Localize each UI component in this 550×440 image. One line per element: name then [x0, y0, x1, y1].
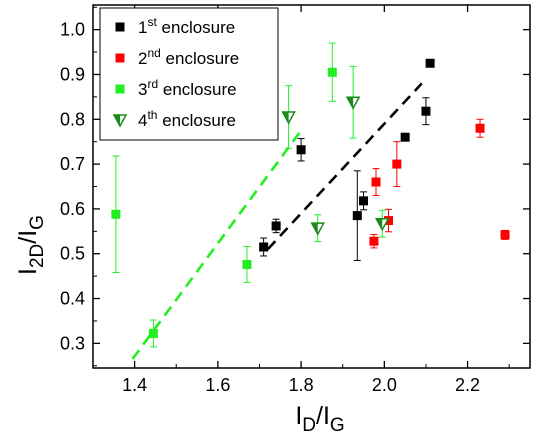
data-point-series-3 — [327, 67, 337, 77]
data-point-series-3 — [111, 209, 121, 219]
data-point-series-1 — [271, 221, 281, 231]
y-tick-label: 1.0 — [60, 20, 85, 40]
data-point-series-1 — [259, 242, 269, 252]
fit-line — [131, 129, 303, 360]
x-tick-label: 1.8 — [289, 375, 314, 395]
data-point-series-2 — [383, 216, 393, 226]
y-tick-label: 0.4 — [60, 289, 85, 309]
legend-marker-2 — [115, 53, 125, 63]
data-point-series-1 — [425, 58, 435, 68]
legend-label-1: 1st enclosure — [138, 15, 235, 37]
y-tick-label: 0.8 — [60, 109, 85, 129]
data-point-series-3 — [148, 328, 158, 338]
data-point-series-2 — [475, 123, 485, 133]
legend-label-4: 4th enclosure — [138, 108, 236, 130]
x-axis-label: ID/IG — [295, 402, 344, 436]
plot-area — [92, 4, 531, 369]
data-point-series-2 — [392, 159, 402, 169]
legend-marker-1 — [115, 22, 125, 32]
y-tick-label: 0.3 — [60, 333, 85, 353]
y-axis-label: I2D/IG — [14, 215, 48, 275]
legend: 1st enclosure 2nd enclosure 3rd enclosure 4… — [99, 7, 279, 141]
legend-marker-3 — [115, 84, 125, 94]
data-point-series-1 — [421, 106, 431, 116]
data-point-series-4-fill — [282, 112, 289, 124]
data-point-series-4-fill — [311, 223, 318, 235]
legend-label-2: 2nd enclosure — [138, 46, 239, 68]
data-point-series-1 — [352, 211, 362, 221]
x-tick-label: 1.4 — [122, 375, 147, 395]
x-tick-label: 2.2 — [455, 375, 480, 395]
y-tick-label: 0.9 — [60, 64, 85, 84]
data-point-series-1 — [296, 145, 306, 155]
data-point-series-2 — [500, 230, 510, 240]
data-point-series-3 — [242, 259, 252, 269]
data-point-series-1 — [359, 196, 369, 206]
fit-line — [266, 82, 423, 251]
legend-marker-4-fill — [114, 115, 120, 126]
data-point-series-2 — [369, 236, 379, 246]
y-tick-label: 0.7 — [60, 154, 85, 174]
legend-box — [99, 7, 279, 141]
x-tick-label: 1.6 — [205, 375, 230, 395]
y-tick-label: 0.6 — [60, 199, 85, 219]
axis-ticks: 1.4 1.6 1.8 2.0 2.2 0.3 0.4 0.5 0.6 0.7 0.8 0.9 1.0 — [60, 5, 530, 395]
legend-label-3: 3rd enclosure — [138, 77, 237, 99]
x-tick-label: 2.0 — [372, 375, 397, 395]
y-tick-label: 0.5 — [60, 244, 85, 264]
data-point-series-2 — [371, 177, 381, 187]
data-point-series-1 — [400, 132, 410, 142]
